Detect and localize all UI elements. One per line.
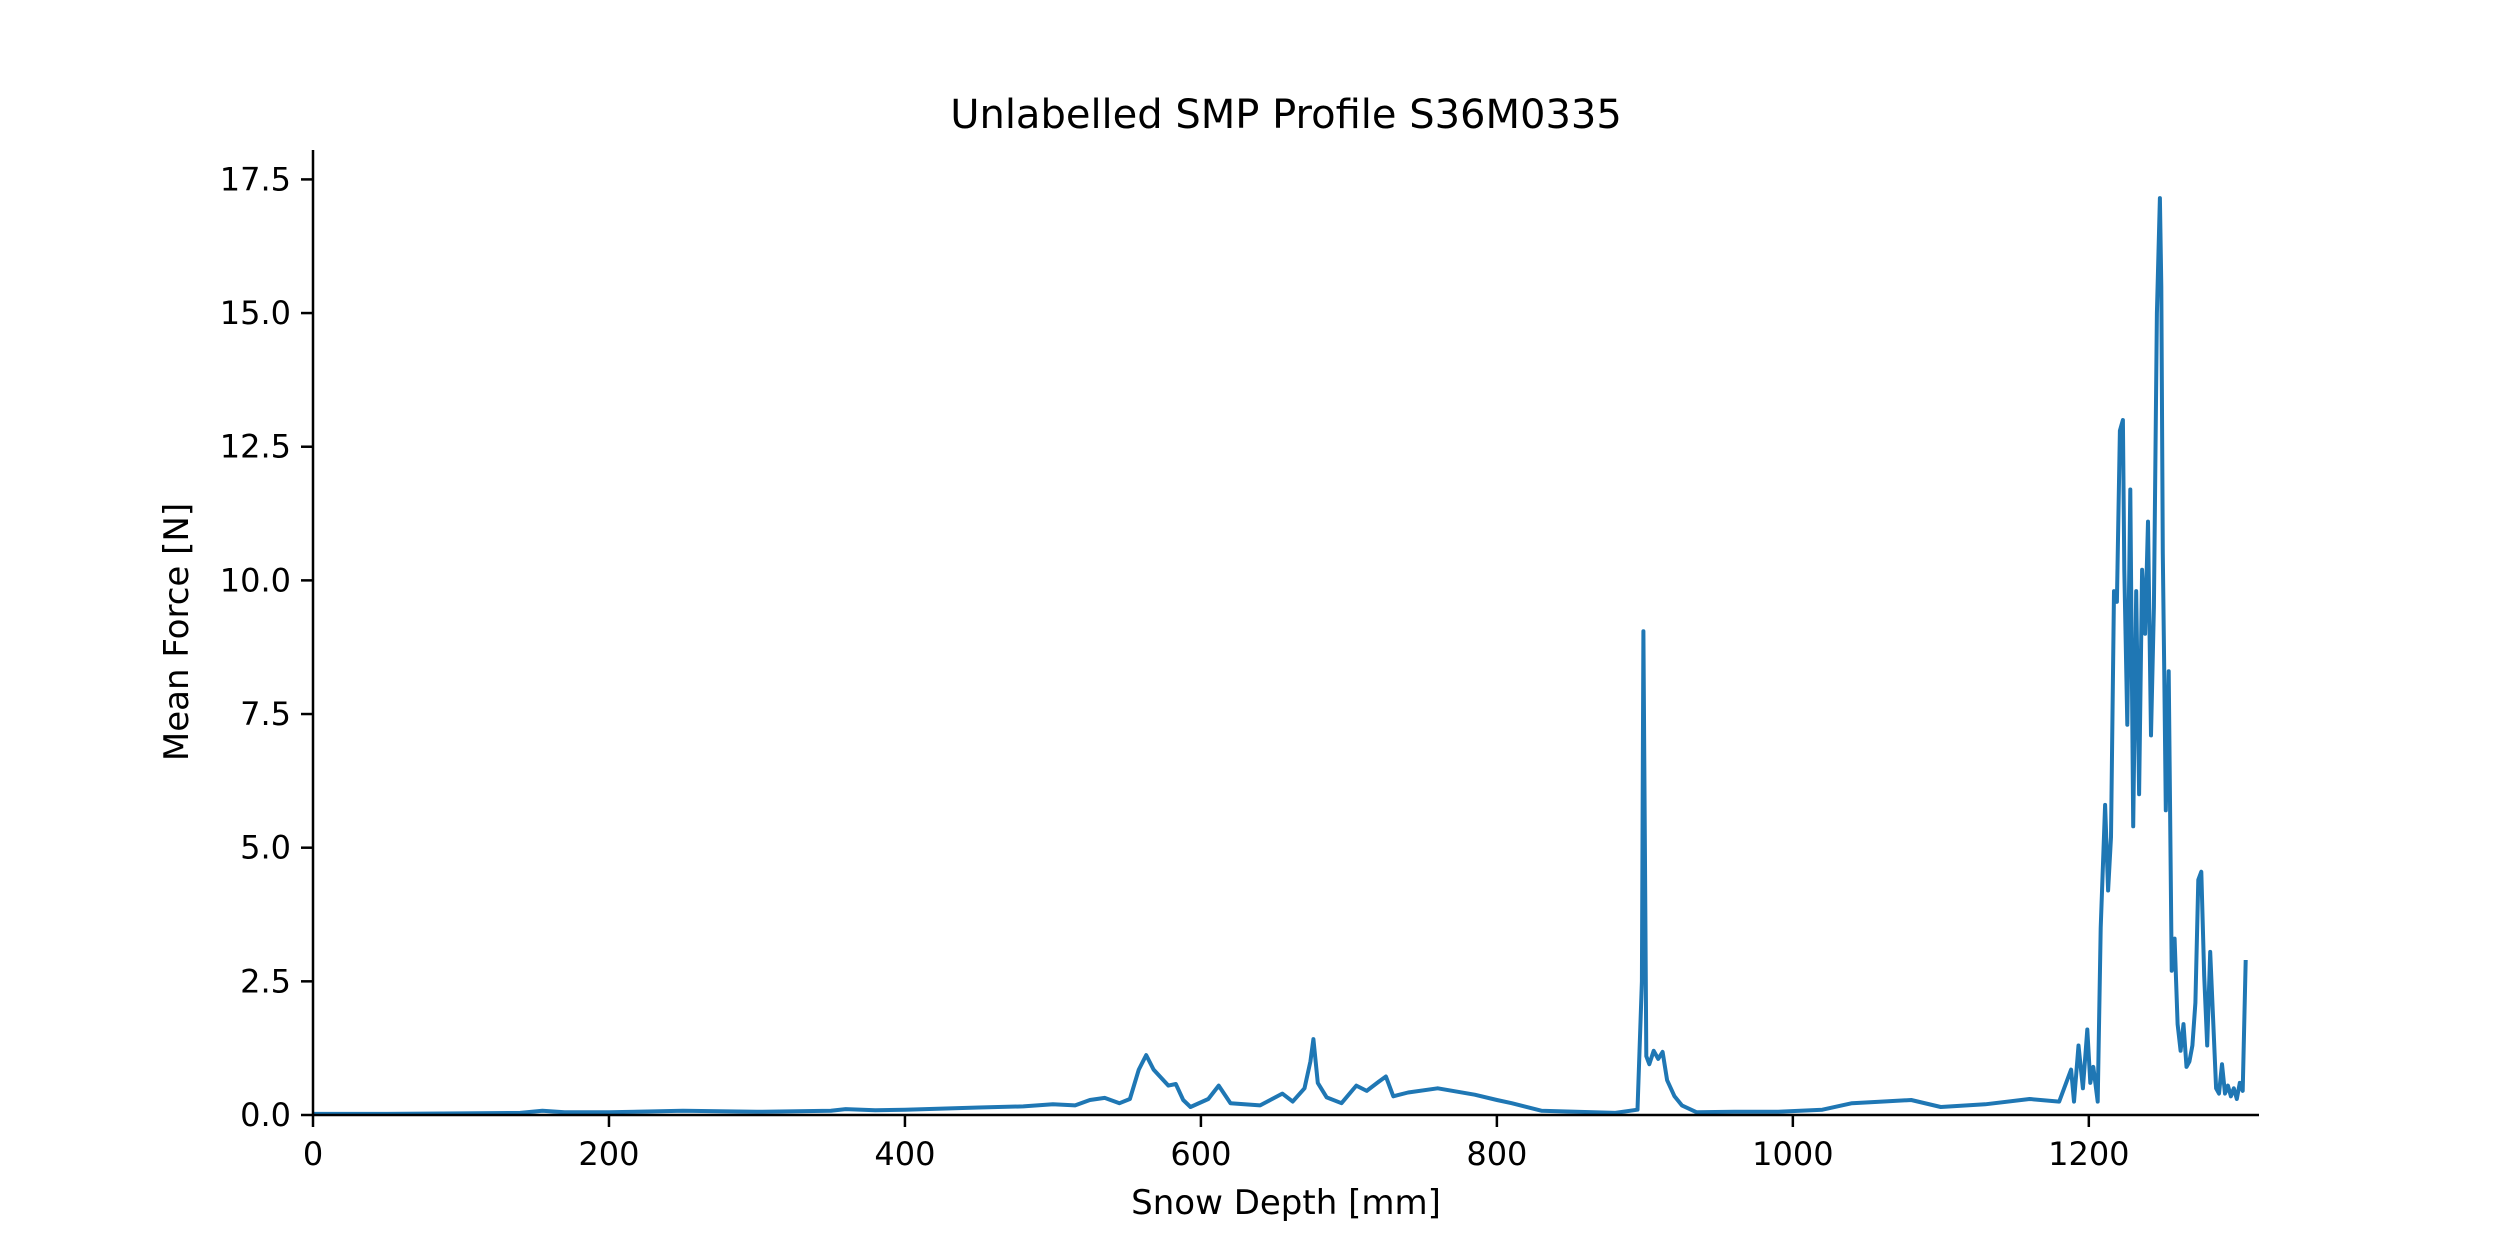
x-tick-label: 1000 [1752,1135,1833,1173]
x-axis-ticks: 0 200 400 600 800 1000 1200 [303,1115,2130,1173]
y-tick-label: 7.5 [240,695,291,733]
x-tick-label: 200 [578,1135,639,1173]
series-line-0 [313,196,2248,1116]
y-tick-label: 10.0 [220,561,291,599]
x-tick-label: 400 [874,1135,935,1173]
y-tick-label: 12.5 [220,428,291,466]
y-tick-label: 2.5 [240,962,291,1000]
x-tick-label: 0 [303,1135,323,1173]
y-axis-label: Mean Force [N] [157,503,197,761]
x-tick-label: 600 [1170,1135,1231,1173]
y-tick-label: 0.0 [240,1096,291,1134]
y-axis-ticks: 0.0 2.5 5.0 7.5 10.0 12.5 15.0 17.5 [220,160,313,1134]
x-axis-label: Snow Depth [mm] [1131,1183,1441,1223]
y-tick-label: 15.0 [220,294,291,332]
y-tick-label: 5.0 [240,829,291,867]
plot-area [313,196,2248,1116]
chart-title: Unlabelled SMP Profile S36M0335 [950,92,1622,138]
x-tick-label: 1200 [2048,1135,2129,1173]
y-tick-label: 17.5 [220,160,291,198]
x-tick-label: 800 [1466,1135,1527,1173]
